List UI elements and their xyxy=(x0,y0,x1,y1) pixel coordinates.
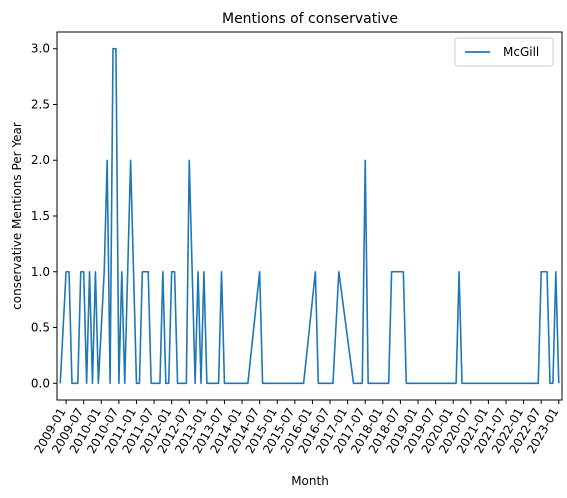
y-tick-label: 2.5 xyxy=(31,97,50,111)
legend-box xyxy=(454,37,554,67)
x-axis-label: Month xyxy=(291,474,329,488)
series-line-mcgill xyxy=(59,47,560,385)
legend-label-mcgill: McGill xyxy=(503,45,539,59)
legend: McGill xyxy=(454,37,554,67)
y-tick-label: 1.0 xyxy=(31,265,50,279)
chart-title: Mentions of conservative xyxy=(222,11,398,27)
y-tick-label: 3.0 xyxy=(31,42,50,56)
y-tick-label: 2.0 xyxy=(31,153,50,167)
y-tick-label: 0.0 xyxy=(31,376,50,390)
y-tick-label: 0.5 xyxy=(31,321,50,335)
axes-frame xyxy=(56,31,563,401)
y-axis-label: conservative Mentions Per Year xyxy=(10,122,24,310)
y-tick-label: 1.5 xyxy=(31,209,50,223)
